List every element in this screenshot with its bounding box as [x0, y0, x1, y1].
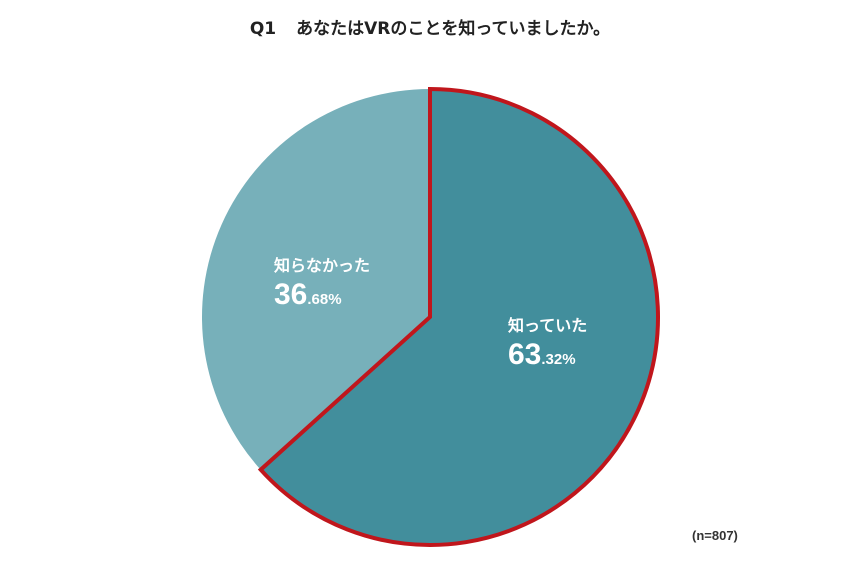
slice-name-knew: 知っていた: [508, 316, 588, 335]
slice-label-didnt-know: 知らなかった 36.68%: [274, 258, 370, 310]
pie-slice-knew: [257, 86, 660, 547]
slice-label-knew: 知っていた 63.32%: [508, 318, 587, 370]
slice-pct-dec-didnt-know: .68%: [307, 291, 342, 308]
slice-pct-int-didnt-know: 36: [274, 278, 308, 311]
slice-name-didnt-know: 知らなかった: [274, 256, 371, 275]
sample-size-note: (n=807): [692, 528, 738, 543]
question-number: Q1: [249, 19, 277, 39]
slice-pct-int-knew: 63: [508, 338, 542, 371]
question-text: あなたはVRのことを知っていましたか。: [296, 19, 611, 39]
pie-slice-didnt-know: [202, 89, 430, 470]
chart-title: Q1 あなたはVRのことを知っていましたか。: [0, 14, 860, 39]
slice-pct-dec-knew: .32%: [541, 351, 576, 368]
